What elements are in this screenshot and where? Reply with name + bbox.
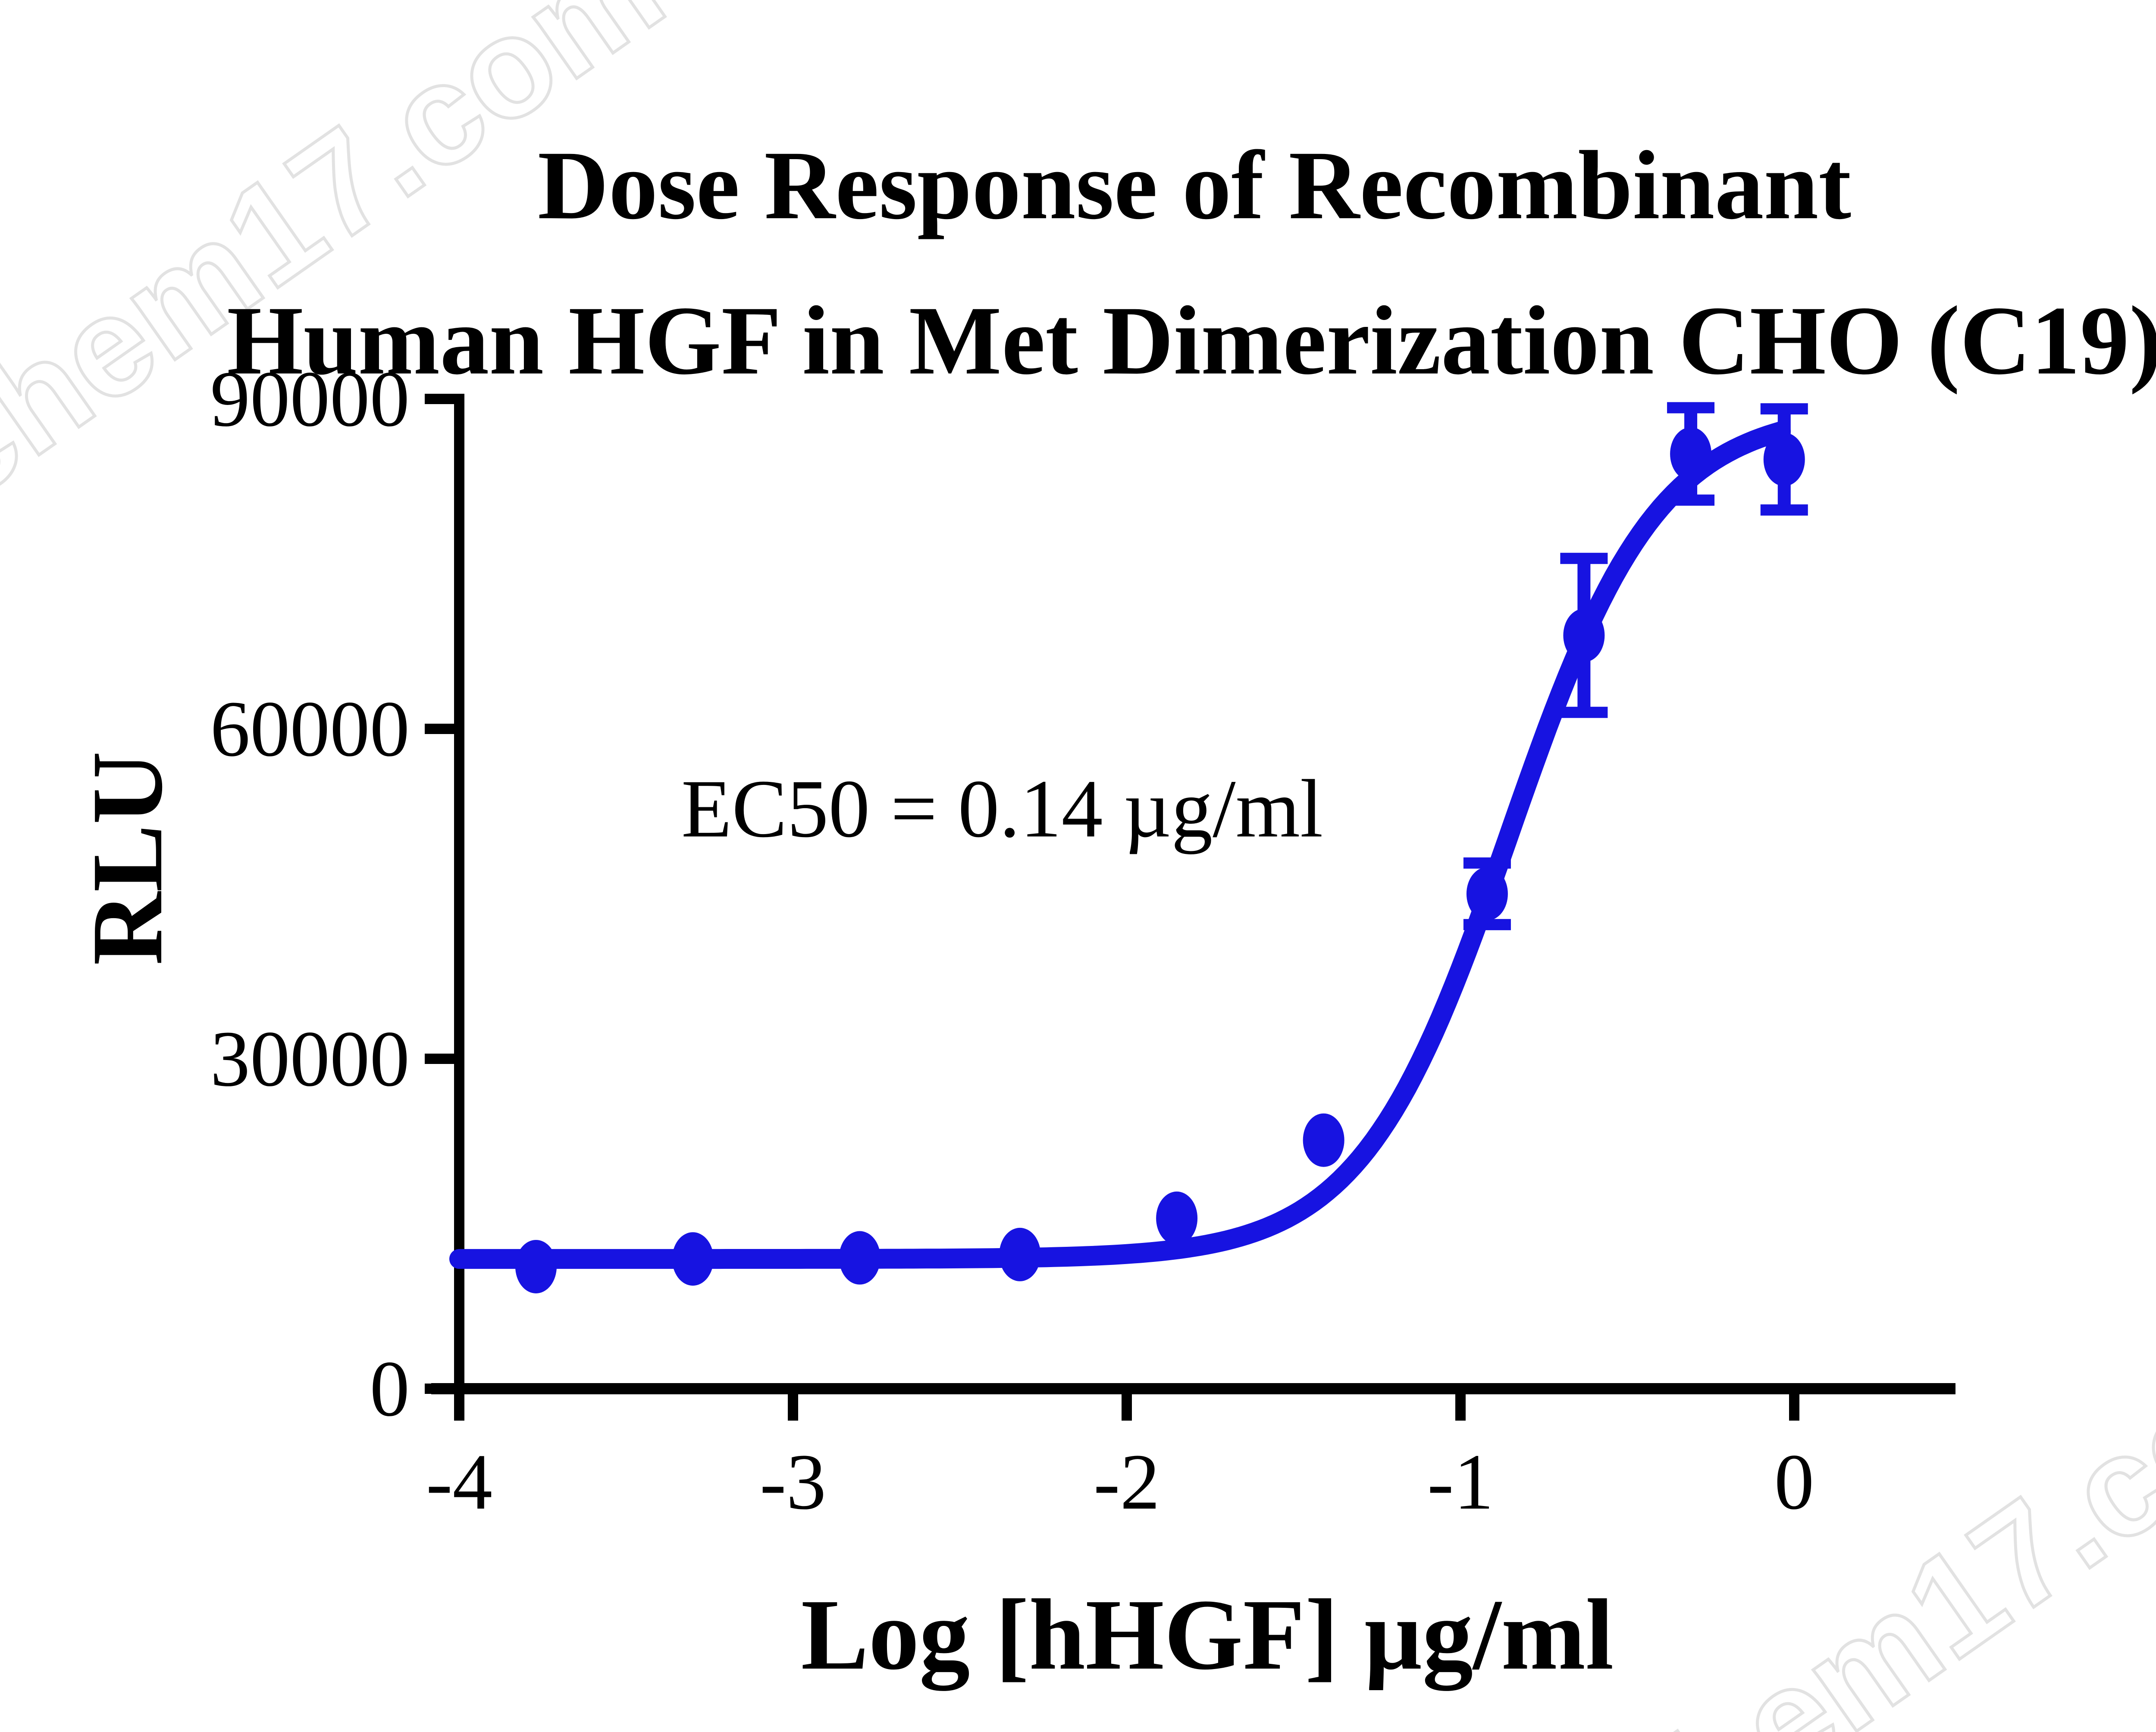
data-point: [999, 1227, 1041, 1281]
data-point: [1303, 1113, 1344, 1167]
y-tick-label: 0: [370, 1345, 410, 1433]
x-tick-label: -3: [760, 1438, 826, 1526]
y-tick-label: 90000: [210, 355, 410, 443]
data-point: [1466, 867, 1508, 921]
ec50-annotation: EC50 = 0.14 µg/ml: [681, 762, 1323, 855]
y-axis-title: RLU: [71, 751, 183, 966]
chart-title-line1: Dose Response of Recombinant: [537, 131, 1852, 240]
data-point: [515, 1239, 557, 1293]
x-tick-label: -2: [1094, 1438, 1160, 1526]
x-axis-title: Log [hHGF] µg/ml: [801, 1578, 1614, 1691]
x-tick-label: -1: [1427, 1438, 1494, 1526]
data-point: [1763, 433, 1805, 486]
chart-title-line2: Human HGF in Met Dimerization CHO (C19): [227, 286, 2156, 395]
data-point: [1156, 1191, 1198, 1245]
data-point: [1670, 427, 1712, 481]
data-point: [672, 1232, 714, 1286]
data-point: [839, 1231, 881, 1285]
data-point: [1563, 609, 1605, 662]
x-tick-label: -4: [426, 1438, 492, 1526]
y-tick-label: 60000: [210, 685, 410, 773]
chart-title: Dose Response of Recombinant Human HGF i…: [147, 108, 2156, 418]
y-tick-label: 30000: [210, 1015, 410, 1103]
x-tick-label: 0: [1774, 1438, 1814, 1526]
watermark-bottom-right-text: chem17.com: [1574, 1277, 2156, 1732]
